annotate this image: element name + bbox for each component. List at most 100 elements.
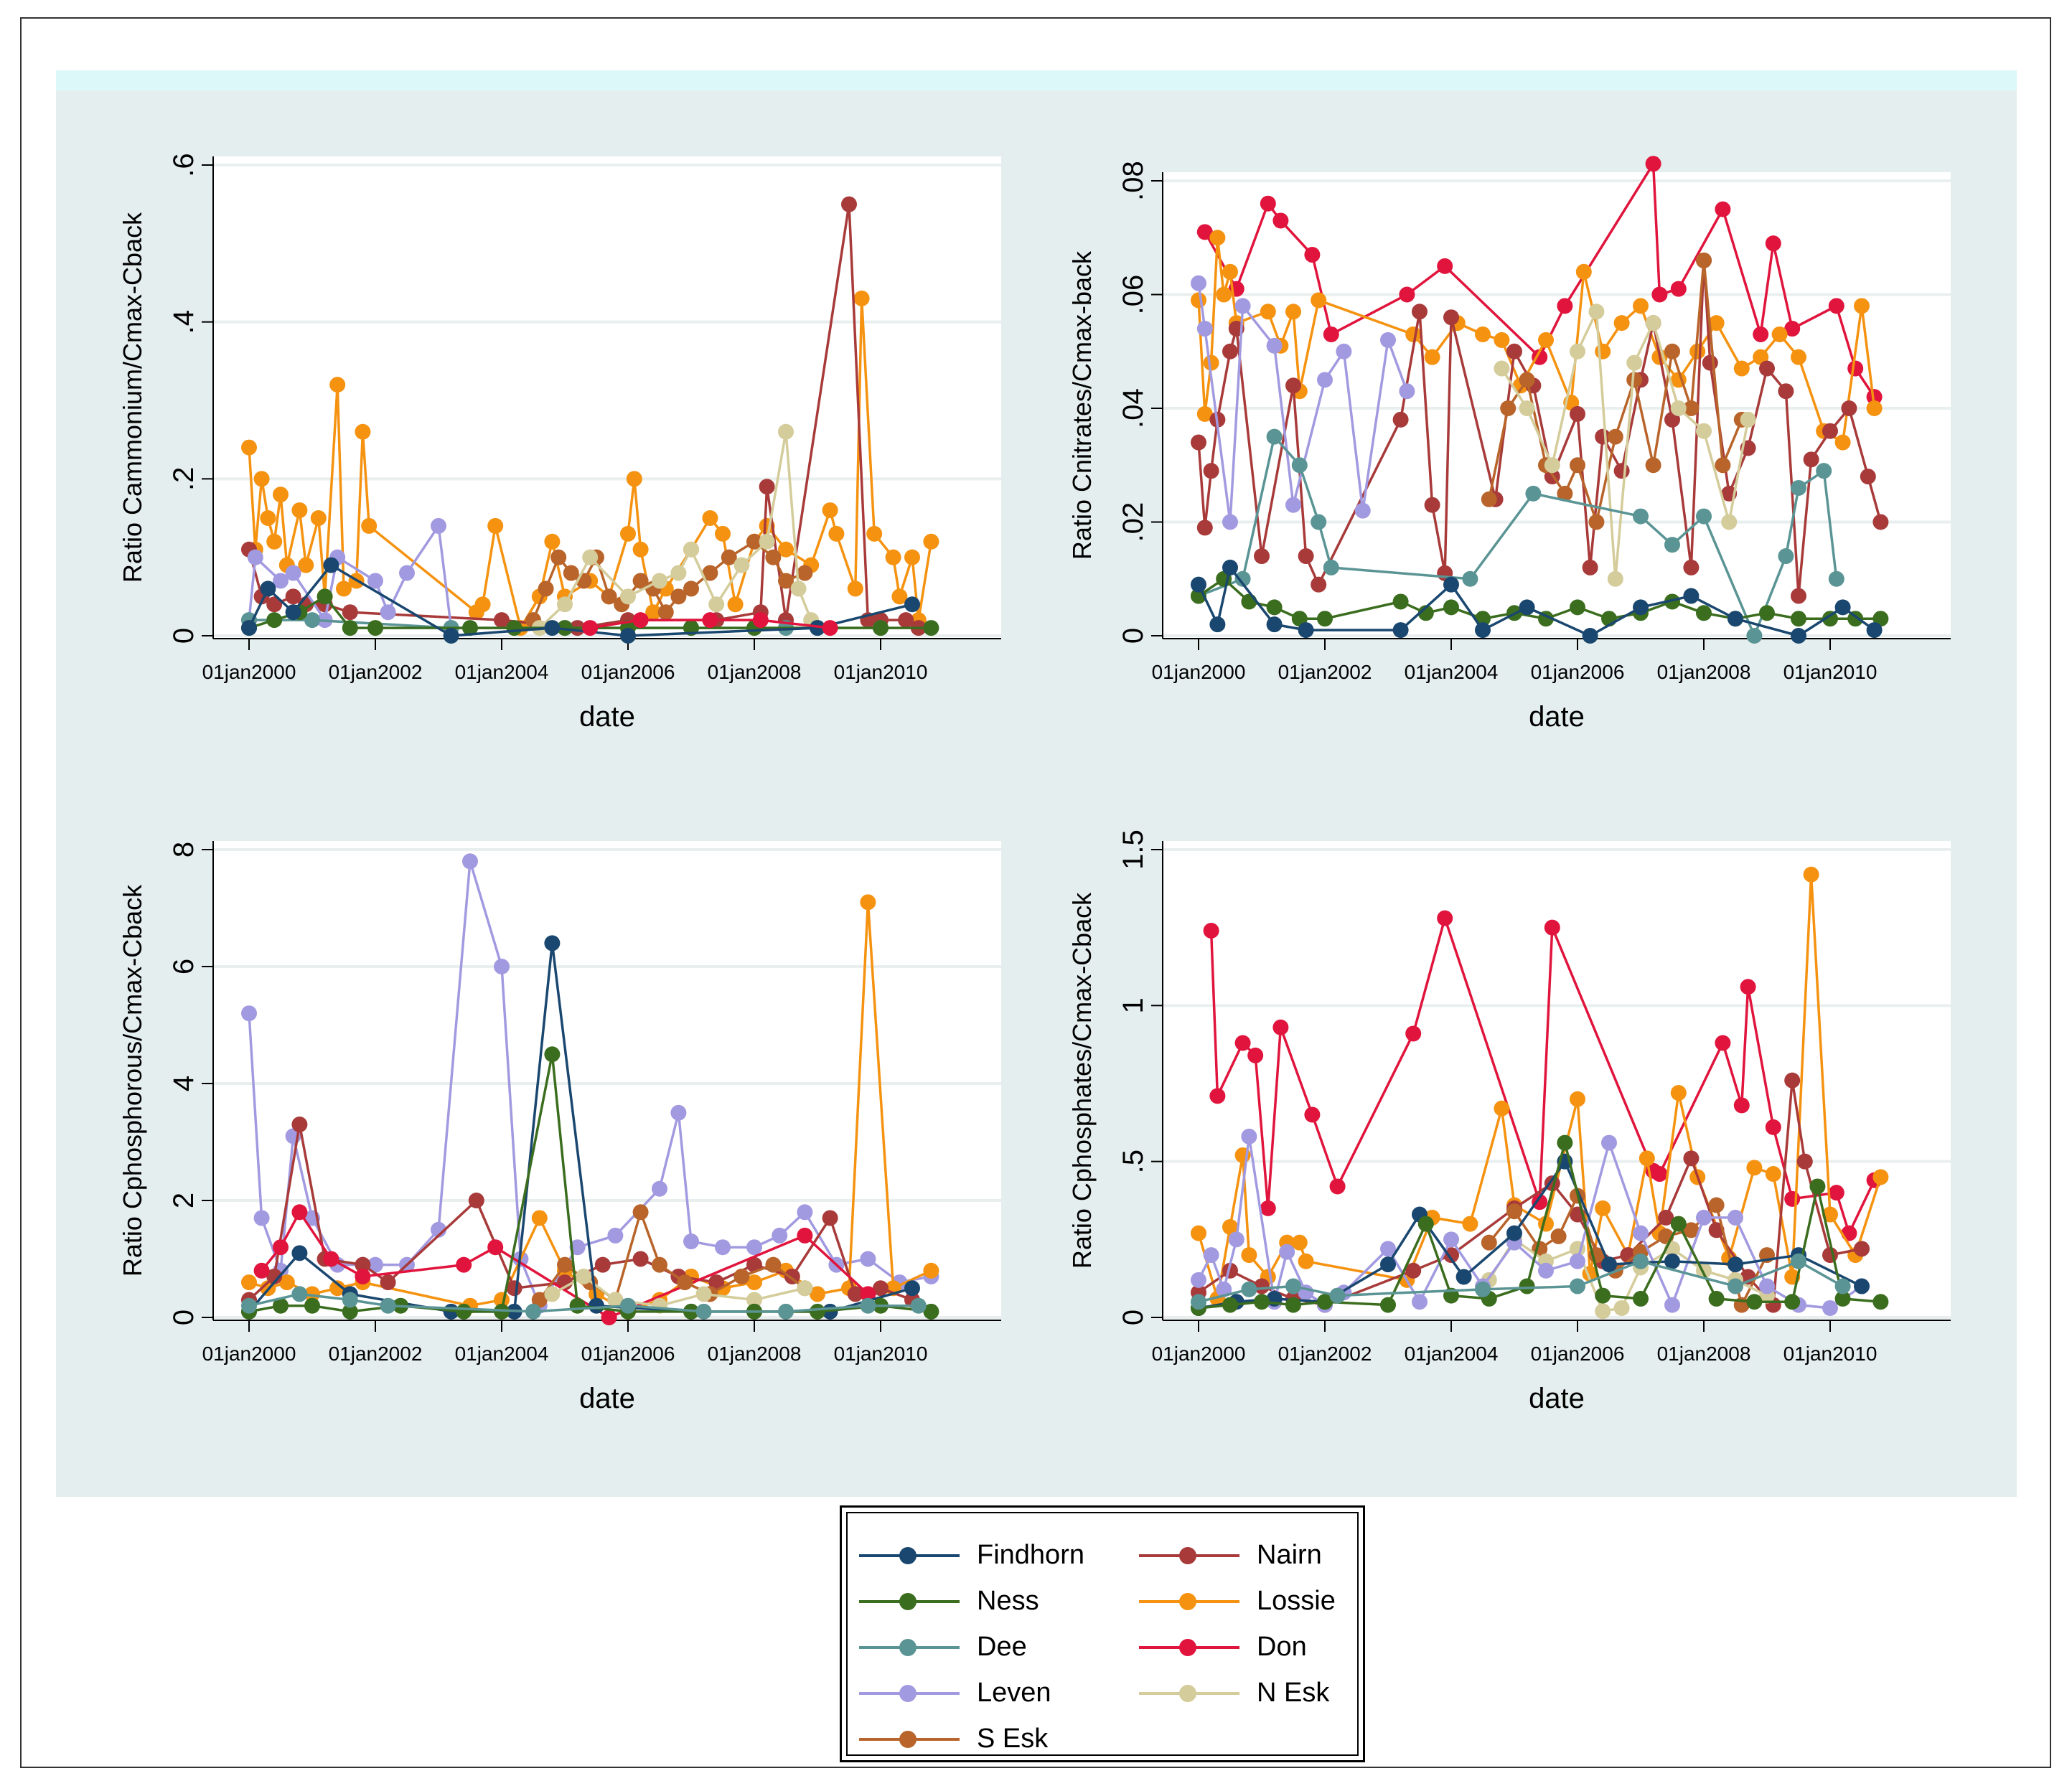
data-point (683, 581, 699, 597)
legend-item-n-esk: N Esk (1132, 1671, 1329, 1714)
data-point (1500, 400, 1517, 416)
data-point (538, 581, 554, 597)
data-point (1791, 349, 1806, 365)
data-point (1765, 1119, 1781, 1135)
data-point (746, 533, 762, 550)
data-point (525, 1303, 541, 1320)
data-point (1626, 372, 1643, 388)
data-point (310, 510, 327, 526)
data-point (329, 377, 346, 393)
y-tick-label: 1 (1117, 997, 1149, 1013)
data-point (494, 612, 510, 629)
data-point (1708, 1222, 1725, 1239)
data-point (797, 565, 813, 581)
data-point (544, 533, 561, 550)
data-point (323, 557, 339, 573)
y-tick-label: .08 (1117, 161, 1149, 201)
y-tick-label: 6 (168, 959, 200, 974)
data-point (1828, 298, 1844, 314)
data-point (1266, 616, 1283, 633)
data-point (797, 1227, 813, 1244)
data-point (1651, 1166, 1668, 1183)
legend-symbol (1132, 1671, 1247, 1714)
data-point (1538, 1262, 1554, 1279)
data-point (1437, 258, 1453, 274)
data-point (632, 612, 649, 629)
data-point (1222, 514, 1238, 530)
x-tick-label: 01jan2000 (1152, 1343, 1246, 1365)
data-point (873, 1280, 889, 1297)
data-point (1311, 514, 1327, 530)
x-tick-label: 01jan2008 (1657, 661, 1751, 683)
data-point (1443, 576, 1459, 593)
x-tick-label: 01jan2004 (455, 1343, 549, 1365)
data-point (1796, 1153, 1813, 1170)
data-point (759, 479, 775, 495)
data-point (1866, 389, 1883, 405)
data-point (1481, 1234, 1497, 1251)
data-point (1191, 434, 1206, 451)
data-point (645, 604, 662, 621)
data-point (1791, 611, 1806, 627)
series-findhorn (1191, 559, 1883, 644)
series-dee (241, 1286, 927, 1320)
data-point (1784, 1072, 1801, 1089)
x-tick-label: 01jan2004 (455, 661, 549, 683)
data-point (1834, 1290, 1851, 1307)
data-point (443, 628, 459, 644)
data-point (695, 1286, 712, 1302)
data-point (1778, 383, 1794, 400)
data-point (1575, 263, 1592, 280)
data-point (1683, 1150, 1700, 1167)
data-point (506, 620, 522, 636)
data-point (557, 1256, 573, 1273)
data-point (1740, 979, 1756, 995)
data-point (778, 541, 794, 558)
y-tick-label: 1.5 (1117, 829, 1149, 870)
legend-label: Ness (977, 1585, 1039, 1616)
x-tick-label: 01jan2002 (329, 661, 423, 683)
data-point (1570, 343, 1585, 359)
data-point (1506, 1203, 1522, 1220)
y-tick-label: 4 (168, 1076, 200, 1091)
data-point (456, 1256, 472, 1273)
data-point (822, 1210, 838, 1226)
data-point (336, 581, 352, 597)
series-n-esk (544, 1268, 813, 1314)
data-point (1696, 1209, 1712, 1226)
x-axis-title: date (1529, 701, 1585, 733)
series-line (1198, 1160, 1862, 1310)
series-leven (1191, 275, 1415, 530)
data-point (904, 596, 920, 613)
legend-symbol (1132, 1533, 1247, 1576)
data-point (620, 525, 636, 542)
data-point (1254, 1278, 1270, 1294)
data-point (1557, 485, 1573, 502)
data-point (853, 290, 870, 306)
data-point (652, 1180, 667, 1197)
data-point (1304, 247, 1321, 263)
data-point (1696, 508, 1712, 525)
data-point (1266, 337, 1283, 354)
x-tick-label: 01jan2010 (834, 661, 928, 683)
data-point (1696, 605, 1712, 621)
data-point (1405, 326, 1422, 342)
data-point (1298, 1253, 1314, 1269)
data-point (1191, 1225, 1206, 1241)
data-point (1708, 315, 1725, 332)
data-point (1494, 1100, 1510, 1117)
data-point (702, 565, 718, 581)
data-point (1392, 411, 1409, 428)
data-point (790, 581, 807, 597)
data-point (746, 1274, 762, 1291)
data-point (1860, 469, 1876, 485)
data-point (860, 894, 876, 911)
x-axis-title: date (579, 1383, 635, 1414)
x-tick-label: 01jan2006 (1531, 661, 1625, 683)
data-point (253, 1210, 270, 1226)
data-point (1645, 315, 1661, 332)
data-point (1834, 1278, 1851, 1294)
data-point (266, 1268, 283, 1284)
y-tick-label: .04 (1117, 388, 1149, 428)
data-point (727, 596, 744, 613)
